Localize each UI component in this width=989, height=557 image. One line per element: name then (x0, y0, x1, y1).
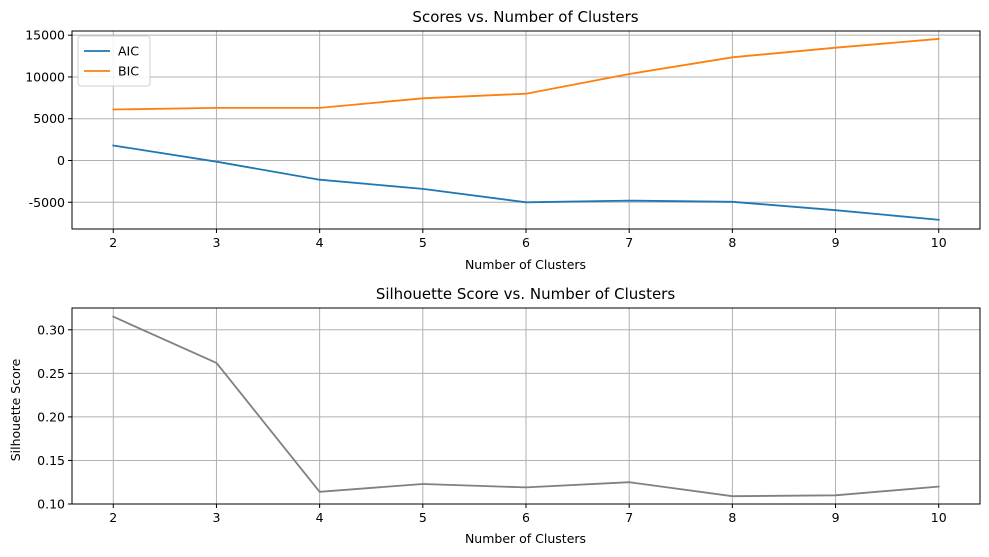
y-tick-label: 0.15 (37, 453, 65, 468)
y-axis: -5000 0 5000 10000 15000 (25, 28, 72, 210)
x-tick-label: 9 (832, 235, 840, 250)
x-axis-label: Number of Clusters (465, 257, 586, 272)
x-tick-label: 2 (109, 235, 117, 250)
silhouette-chart: Silhouette Score vs. Number of Clusters … (8, 285, 981, 546)
y-tick-label: 0.20 (37, 409, 65, 424)
chart-title: Scores vs. Number of Clusters (412, 8, 638, 26)
x-tick-label: 4 (316, 510, 324, 525)
x-axis-label: Number of Clusters (465, 531, 586, 546)
x-tick-label: 3 (212, 510, 220, 525)
silhouette-series-line (112, 315, 940, 498)
grid (72, 308, 980, 505)
series-lines (112, 37, 940, 221)
scores-chart: Scores vs. Number of Clusters 2 3 4 5 6 7 8 9 10… (25, 8, 981, 272)
aic-series-line (112, 144, 940, 221)
x-tick-label: 8 (728, 510, 736, 525)
x-tick-label: 2 (109, 510, 117, 525)
y-tick-label: 0.30 (37, 322, 65, 337)
x-tick-label: 10 (931, 510, 947, 525)
y-axis: 0.10 0.15 0.20 0.25 0.30 (37, 322, 72, 512)
x-tick-label: 8 (728, 235, 736, 250)
x-tick-label: 7 (625, 235, 633, 250)
x-tick-label: 6 (522, 235, 530, 250)
y-tick-label: 0.10 (37, 497, 65, 512)
x-tick-label: 7 (625, 510, 633, 525)
legend-label: BIC (118, 64, 139, 79)
y-tick-label: -5000 (29, 195, 65, 210)
chart-title: Silhouette Score vs. Number of Clusters (376, 285, 676, 303)
y-tick-label: 15000 (25, 28, 65, 43)
y-tick-label: 0.25 (37, 366, 65, 381)
y-tick-label: 10000 (25, 69, 65, 84)
x-tick-label: 9 (832, 510, 840, 525)
x-tick-label: 6 (522, 510, 530, 525)
legend-label: AIC (118, 44, 139, 59)
bic-series-line (112, 37, 940, 111)
series-lines (112, 315, 940, 498)
x-tick-label: 4 (316, 235, 324, 250)
grid (72, 31, 980, 229)
y-tick-label: 0 (57, 153, 65, 168)
legend-box (77, 35, 151, 87)
x-tick-label: 5 (419, 510, 427, 525)
x-tick-label: 5 (419, 235, 427, 250)
x-tick-label: 10 (931, 235, 947, 250)
x-tick-label: 3 (212, 235, 220, 250)
y-axis-label: Silhouette Score (8, 358, 23, 461)
x-axis: 2 3 4 5 6 7 8 9 10 (109, 504, 947, 525)
legend: AIC BIC (77, 35, 151, 87)
y-tick-label: 5000 (33, 111, 65, 126)
x-axis: 2 3 4 5 6 7 8 9 10 (109, 229, 947, 250)
